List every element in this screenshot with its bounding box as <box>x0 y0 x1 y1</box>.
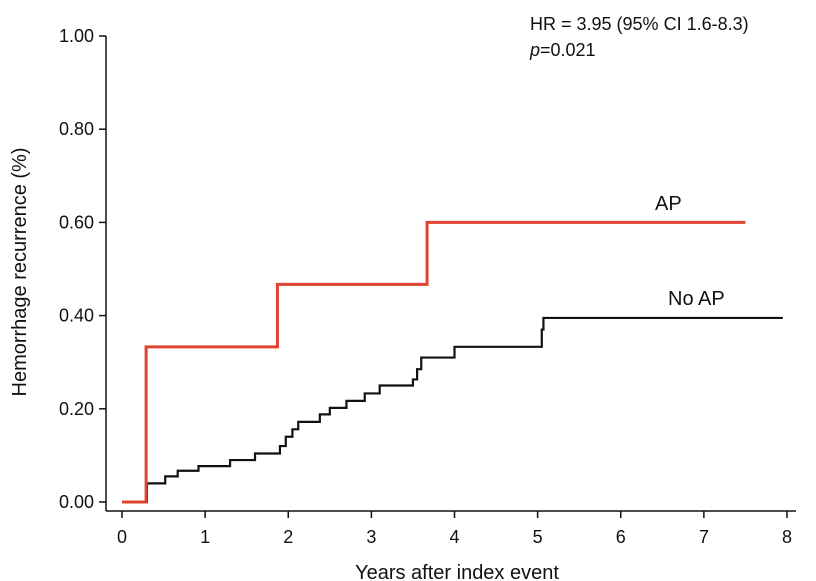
x-tick-label: 5 <box>533 527 543 547</box>
x-tick-label: 1 <box>200 527 210 547</box>
y-tick-label: 0.00 <box>59 492 94 512</box>
p-value: =0.021 <box>540 40 596 60</box>
hazard-ratio-annotation: HR = 3.95 (95% CI 1.6-8.3) <box>530 14 749 34</box>
p-value-annotation: p=0.021 <box>529 40 596 60</box>
y-tick-label: 0.20 <box>59 399 94 419</box>
y-tick-label: 1.00 <box>59 26 94 46</box>
y-tick-label: 0.60 <box>59 212 94 232</box>
x-tick-label: 3 <box>366 527 376 547</box>
y-axis-title: Hemorrhage recurrence (%) <box>9 148 31 397</box>
x-tick-group: 0 1 2 3 4 5 6 7 8 <box>117 511 792 547</box>
y-tick-label: 0.40 <box>59 306 94 326</box>
p-symbol: p <box>529 40 540 60</box>
y-tick-group: 0.00 0.20 0.40 0.60 0.80 1.00 <box>59 26 106 512</box>
x-tick-label: 0 <box>117 527 127 547</box>
x-tick-label: 6 <box>616 527 626 547</box>
x-tick-label: 7 <box>699 527 709 547</box>
series-line-no-ap <box>122 316 783 504</box>
y-tick-label: 0.80 <box>59 119 94 139</box>
series-line-ap <box>122 220 746 504</box>
x-tick-label: 8 <box>782 527 792 547</box>
series-group <box>122 220 783 504</box>
series-label-no-ap: No AP <box>668 288 725 310</box>
series-label-ap: AP <box>655 193 682 215</box>
x-axis-title: Years after index event <box>355 562 559 581</box>
x-tick-label: 2 <box>283 527 293 547</box>
x-tick-label: 4 <box>449 527 459 547</box>
